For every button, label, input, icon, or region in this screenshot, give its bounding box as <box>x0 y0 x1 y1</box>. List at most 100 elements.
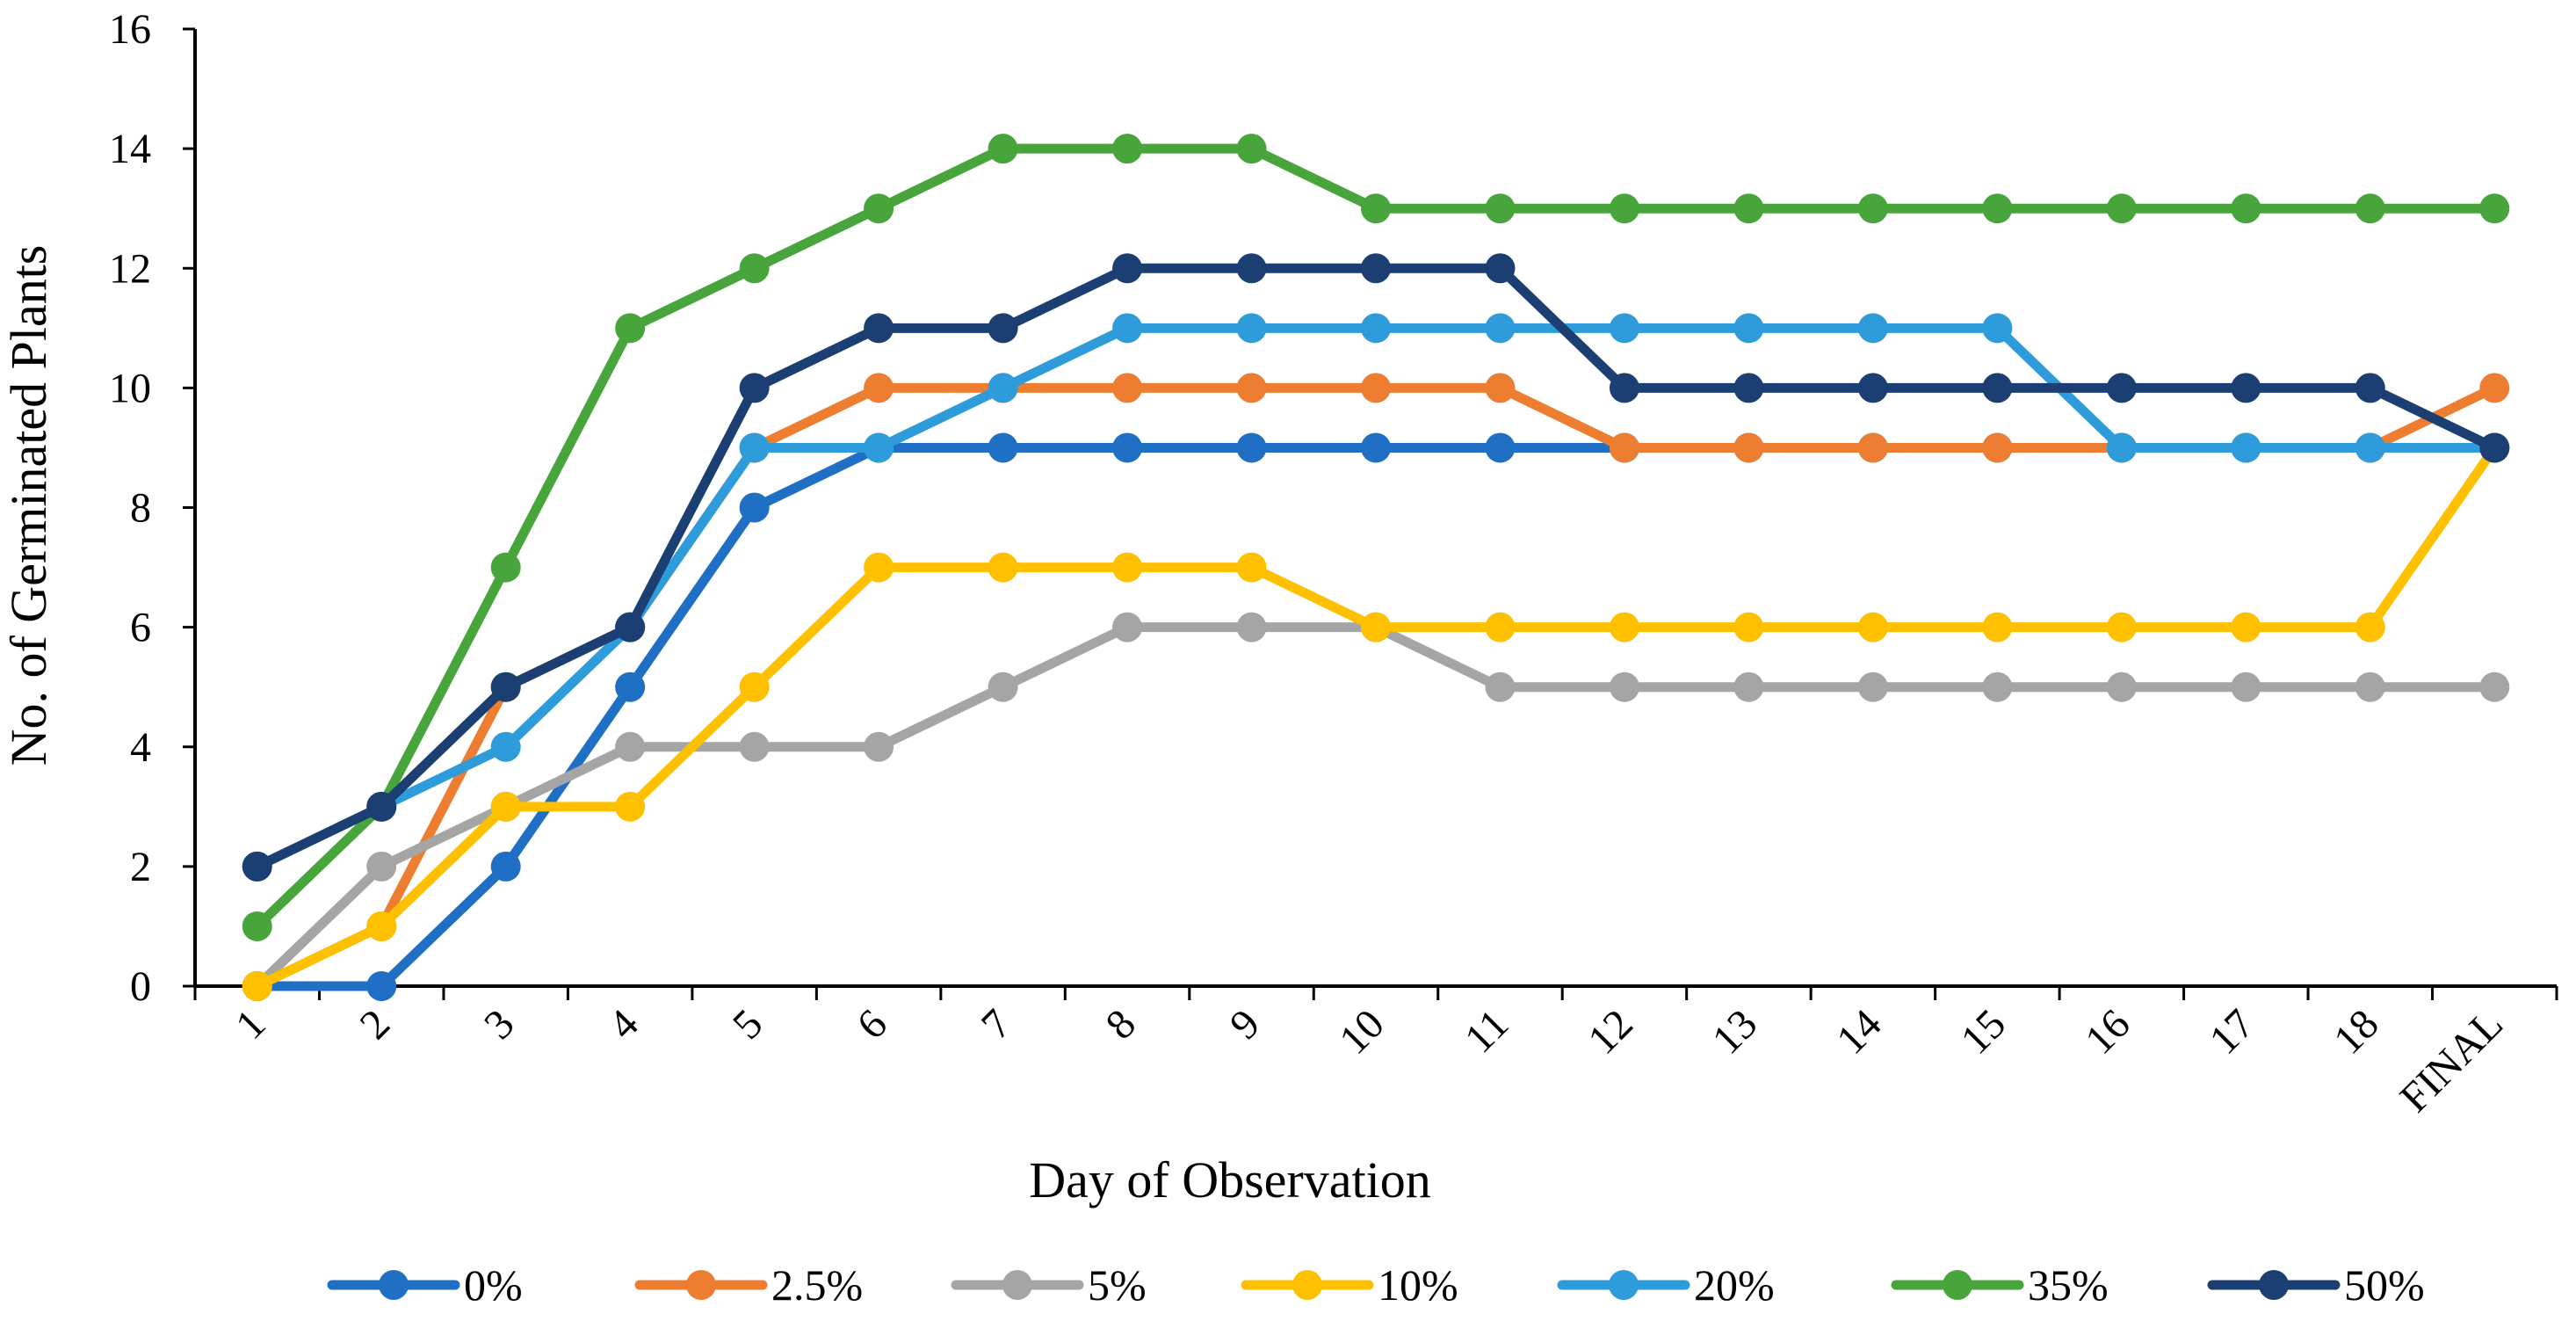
data-point <box>1361 373 1391 403</box>
data-point <box>1236 134 1267 164</box>
data-point <box>1112 313 1143 344</box>
legend-swatch-marker <box>2259 1270 2289 1300</box>
data-point <box>739 492 770 523</box>
data-point <box>1236 432 1267 463</box>
data-point <box>1485 193 1516 224</box>
data-point <box>1236 552 1267 583</box>
data-point <box>2231 193 2261 224</box>
y-axis-title: No. of Germinated Plants <box>0 245 57 766</box>
y-tick-label: 16 <box>109 6 151 53</box>
x-tick-label: 3 <box>475 1000 523 1048</box>
legend-item: 0% <box>327 1260 523 1310</box>
data-point <box>1485 612 1516 642</box>
x-tick-label: 4 <box>599 1000 647 1048</box>
data-point <box>1733 432 1764 463</box>
data-point <box>1361 193 1391 224</box>
data-point <box>1733 671 1764 702</box>
data-point <box>1733 373 1764 403</box>
series-0 <box>242 432 2510 1001</box>
series-line <box>252 263 2500 872</box>
series-4 <box>242 313 2510 882</box>
x-tick-label: 11 <box>1456 1000 1517 1062</box>
data-point <box>1982 313 2013 344</box>
series-line <box>252 442 2500 991</box>
data-point <box>988 432 1018 463</box>
x-tick-label: 8 <box>1096 1000 1144 1048</box>
x-tick-label: 10 <box>1330 1000 1393 1063</box>
data-point <box>490 552 521 583</box>
y-tick-label: 10 <box>109 365 151 411</box>
data-point <box>739 432 770 463</box>
data-point <box>1361 253 1391 284</box>
x-tick-label: 17 <box>2201 1000 2263 1063</box>
data-point <box>864 552 894 583</box>
y-tick-label: 8 <box>130 485 151 532</box>
y-tick-label: 4 <box>130 724 151 771</box>
data-point <box>615 612 646 642</box>
y-tick-label: 0 <box>130 963 151 1010</box>
data-point <box>739 671 770 702</box>
x-tick-label: 18 <box>2325 1000 2387 1063</box>
data-point <box>1236 612 1267 642</box>
legend-item: 35% <box>1891 1260 2109 1310</box>
data-point <box>2479 193 2510 224</box>
data-point <box>1857 313 1888 344</box>
x-tick-label: 1 <box>227 1000 274 1048</box>
data-point <box>1112 432 1143 463</box>
data-point <box>2479 671 2510 702</box>
data-point <box>2231 432 2261 463</box>
data-point <box>2479 373 2510 403</box>
data-point <box>988 671 1018 702</box>
x-tick-label: 16 <box>2076 1000 2138 1063</box>
legend-swatch-marker <box>379 1270 409 1300</box>
data-point <box>1112 253 1143 284</box>
data-point <box>1609 193 1639 224</box>
data-point <box>2106 612 2137 642</box>
data-point <box>864 193 894 224</box>
legend-label: 5% <box>1088 1260 1147 1310</box>
data-point <box>1733 612 1764 642</box>
x-tick-label: 14 <box>1827 1000 1890 1063</box>
data-point <box>1857 193 1888 224</box>
legend-item: 10% <box>1241 1260 1458 1310</box>
legend-label: 2.5% <box>771 1260 863 1310</box>
data-point <box>1982 432 2013 463</box>
legend-label: 35% <box>2028 1260 2109 1310</box>
data-point <box>366 791 397 822</box>
legend-swatch-marker <box>1609 1270 1639 1300</box>
legend-swatch-marker <box>1943 1270 1972 1300</box>
data-point <box>739 731 770 762</box>
series-5 <box>242 134 2510 941</box>
data-point <box>864 313 894 344</box>
data-point <box>1361 612 1391 642</box>
legend-item: 5% <box>951 1260 1147 1310</box>
data-point <box>1236 373 1267 403</box>
data-point <box>242 911 272 941</box>
legend-label: 0% <box>464 1260 523 1310</box>
data-point <box>366 851 397 882</box>
data-point <box>864 373 894 403</box>
data-point <box>1857 671 1888 702</box>
data-point <box>1857 432 1888 463</box>
series-3 <box>242 432 2510 1001</box>
y-tick-label: 14 <box>109 126 151 172</box>
data-point <box>1982 193 2013 224</box>
x-tick-label: 7 <box>973 1000 1020 1048</box>
data-point <box>1112 612 1143 642</box>
data-point <box>988 552 1018 583</box>
data-point <box>490 791 521 822</box>
data-point <box>615 791 646 822</box>
legend-label: 50% <box>2344 1260 2425 1310</box>
data-point <box>2355 432 2385 463</box>
data-point <box>242 971 272 1001</box>
data-point <box>490 671 521 702</box>
data-point <box>864 432 894 463</box>
legend-item: 20% <box>1557 1260 1775 1310</box>
data-point <box>2106 671 2137 702</box>
data-point <box>490 731 521 762</box>
data-point <box>1609 313 1639 344</box>
x-tick-label: FINAL <box>2391 1000 2512 1121</box>
x-tick-label: 6 <box>848 1000 895 1048</box>
data-point <box>1982 373 2013 403</box>
